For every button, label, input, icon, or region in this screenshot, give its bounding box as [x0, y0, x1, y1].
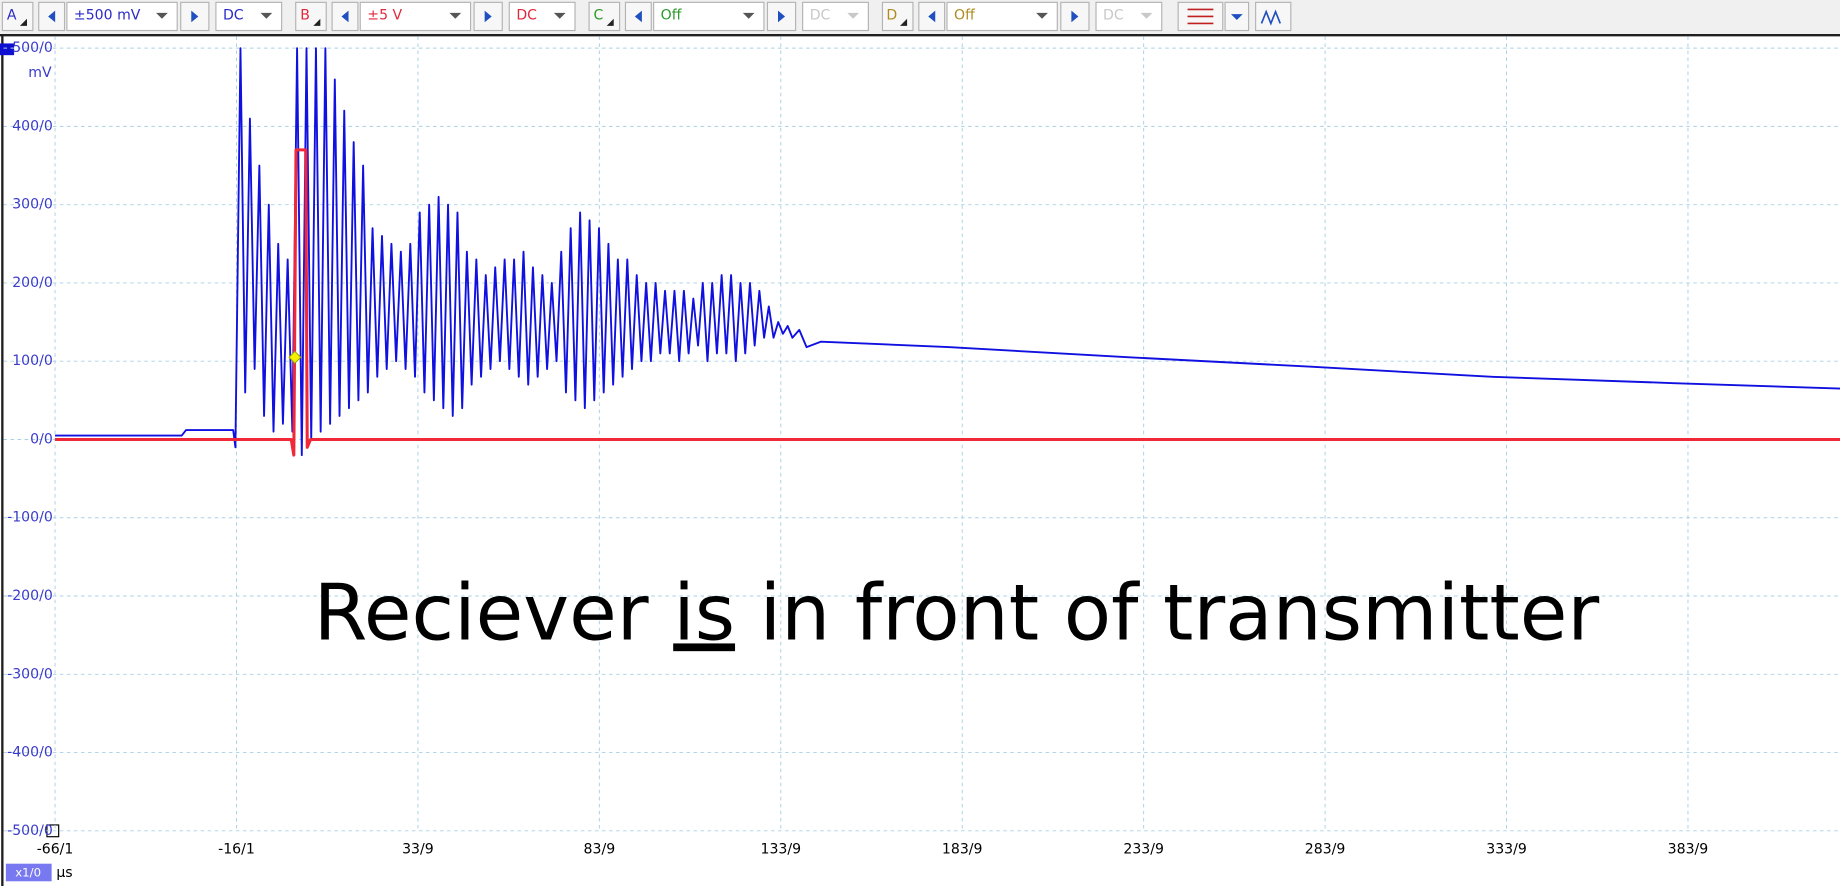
dropdown-arrow	[1230, 14, 1243, 20]
x-tick-label: 183/9	[942, 842, 983, 858]
toolbar-icons[interactable]	[1177, 1, 1292, 32]
zoom-label: x1/0	[15, 866, 41, 880]
coupling-label: DC	[1103, 7, 1124, 23]
ref-icon	[1260, 9, 1282, 26]
arrow-left	[928, 10, 936, 23]
y-tick-label: -500/0	[7, 823, 53, 839]
arrow-right	[1071, 10, 1079, 23]
channel-button[interactable]	[588, 1, 621, 32]
dropdown-arrow	[553, 12, 566, 19]
range-label: Off	[661, 7, 682, 23]
range-select[interactable]	[359, 1, 472, 32]
corner-arrow	[900, 18, 908, 26]
x-tick-label: -16/1	[218, 842, 255, 858]
x-tick-label: 333/9	[1486, 842, 1527, 858]
coupling-label: DC	[516, 7, 537, 23]
coupling-label: DC	[810, 7, 831, 23]
channel-controls: A ±500 mV DC B ±5 V DC C Off DC D Off DC	[1, 1, 1163, 32]
y-tick-label: 200/0	[12, 275, 53, 291]
y-tick-label: 400/0	[12, 118, 53, 134]
arrow-right	[778, 10, 786, 23]
coupling-select[interactable]	[1095, 1, 1163, 32]
x-tick-label: 233/9	[1123, 842, 1164, 858]
grid	[3, 36, 1840, 832]
annotation-part: Reciever	[314, 569, 674, 659]
coupling-select[interactable]	[508, 1, 576, 32]
range-select[interactable]	[946, 1, 1058, 32]
channel-name: D	[886, 7, 897, 23]
trigger-marker[interactable]	[288, 350, 302, 364]
y-tick-label: 100/0	[12, 353, 53, 369]
y-tick-label: -300/0	[7, 666, 53, 682]
channel-marker	[0, 43, 15, 56]
coupling-label: DC	[223, 7, 244, 23]
annotation-part: in front of transmitter	[735, 569, 1599, 659]
traces	[55, 47, 1840, 457]
trace	[55, 47, 1840, 457]
dropdown-arrow	[1036, 12, 1048, 19]
corner-arrow	[19, 18, 27, 26]
zoom-badge[interactable]	[5, 863, 52, 882]
y-tick-label: -400/0	[7, 745, 53, 761]
coupling-select[interactable]	[215, 1, 283, 32]
range-select[interactable]	[66, 1, 178, 32]
dropdown-arrow	[847, 12, 859, 19]
x-tick-label: -66/1	[37, 842, 74, 858]
range-label: Off	[954, 7, 975, 23]
x-tick-label: 133/9	[760, 842, 801, 858]
dropdown-arrow	[1140, 12, 1153, 19]
y-tick-label: 500/0	[12, 40, 53, 56]
arrow-right	[484, 10, 492, 23]
y-unit: mV	[28, 65, 52, 81]
channel-name: A	[7, 7, 17, 23]
x-tick-label: 33/9	[402, 842, 434, 858]
x-unit: μs	[56, 865, 72, 881]
range-label: ±5 V	[367, 7, 402, 23]
x-tick-label: 383/9	[1668, 842, 1709, 858]
arrow-left	[341, 10, 349, 23]
annotation: Reciever is in front of transmitter	[314, 569, 1600, 659]
dropdown-arrow	[742, 12, 755, 19]
math-icon	[1187, 8, 1214, 25]
x-tick-label: 283/9	[1305, 842, 1346, 858]
arrow-left	[634, 10, 642, 23]
channel-name: B	[300, 7, 310, 23]
x-tick-label: 83/9	[584, 842, 616, 858]
range-select[interactable]	[653, 1, 765, 32]
corner-arrow	[313, 18, 321, 26]
channel-button[interactable]	[881, 1, 914, 32]
coupling-select[interactable]	[802, 1, 869, 32]
channel-button[interactable]	[295, 1, 327, 32]
y-tick-label: 300/0	[12, 197, 53, 213]
annotation-emphasis: is	[673, 569, 735, 659]
dropdown-arrow	[449, 12, 462, 19]
dropdown-arrow	[156, 12, 168, 19]
y-tick-label: 0/0	[30, 431, 53, 447]
channel-button[interactable]	[1, 1, 34, 32]
corner-arrow	[606, 18, 614, 26]
trace	[55, 148, 1840, 457]
y-tick-label: -200/0	[7, 588, 53, 604]
dropdown-arrow	[260, 12, 273, 19]
channel-name: C	[594, 7, 604, 23]
range-label: ±500 mV	[74, 7, 141, 23]
y-tick-label: -100/0	[7, 510, 53, 526]
arrow-left	[48, 10, 56, 23]
arrow-right	[191, 10, 199, 23]
